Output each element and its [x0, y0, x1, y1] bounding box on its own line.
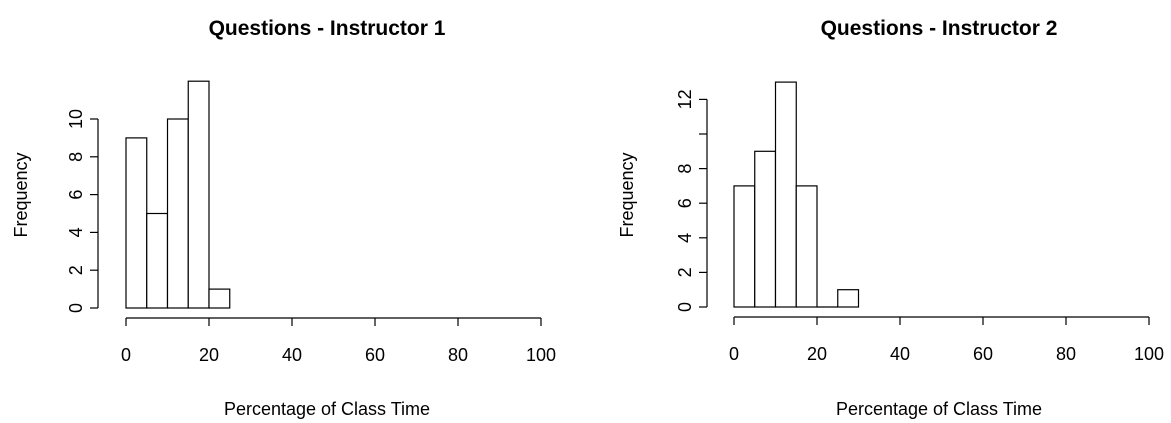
histogram-bar — [166, 118, 189, 309]
x-tick-label: 40 — [282, 345, 302, 365]
histogram-bar — [187, 80, 210, 309]
histogram-bar — [733, 185, 756, 308]
y-axis: 0 2 4 6 8 10 — [66, 109, 99, 313]
x-tick-label: 40 — [890, 344, 910, 364]
x-axis: 0 20 40 60 80 100 — [729, 316, 1164, 364]
y-tick-label: 4 — [66, 227, 86, 237]
x-tick-label: 80 — [448, 345, 468, 365]
y-axis: 0 2 4 6 8 12 — [675, 89, 708, 312]
y-tick-label: 4 — [675, 233, 695, 243]
x-tick-label: 20 — [807, 344, 827, 364]
histogram-bar — [795, 185, 818, 308]
y-tick-label: 8 — [66, 152, 86, 162]
y-tick-label: 0 — [66, 303, 86, 313]
histogram-bar — [146, 212, 169, 309]
y-tick-label: 6 — [66, 190, 86, 200]
histogram-bar — [125, 137, 148, 309]
y-tick-label: 6 — [675, 198, 695, 208]
chart-title: Questions - Instructor 2 — [821, 17, 1058, 40]
bars — [125, 80, 231, 309]
x-axis-label: Percentage of Class Time — [224, 399, 430, 419]
y-tick-label: 2 — [66, 265, 86, 275]
x-tick-label: 100 — [526, 345, 556, 365]
y-axis-label: Frequency — [617, 152, 637, 237]
histogram-bar — [208, 288, 231, 309]
x-tick-label: 80 — [1056, 344, 1076, 364]
bars — [733, 81, 860, 308]
x-tick-label: 60 — [365, 345, 385, 365]
y-tick-label: 2 — [675, 267, 695, 277]
x-tick-label: 20 — [199, 345, 219, 365]
x-tick-label: 100 — [1134, 344, 1164, 364]
histogram-instructor-1: Questions - Instructor 1 Percentage of C… — [11, 17, 556, 419]
y-tick-label: 0 — [675, 302, 695, 312]
x-axis: 0 20 40 60 80 100 — [121, 317, 556, 365]
histogram-bar — [754, 150, 777, 308]
y-tick-label: 8 — [675, 164, 695, 174]
x-tick-label: 60 — [973, 344, 993, 364]
histogram-bar — [837, 289, 860, 308]
y-tick-label: 12 — [675, 89, 695, 109]
y-tick-label: 10 — [66, 109, 86, 129]
x-axis-label: Percentage of Class Time — [836, 399, 1042, 419]
histogram-instructor-2: Questions - Instructor 2 Percentage of C… — [617, 17, 1164, 419]
x-tick-label: 0 — [121, 345, 131, 365]
histogram-bar — [774, 81, 797, 308]
y-axis-label: Frequency — [11, 152, 31, 237]
chart-title: Questions - Instructor 1 — [209, 17, 446, 40]
x-tick-label: 0 — [729, 344, 739, 364]
